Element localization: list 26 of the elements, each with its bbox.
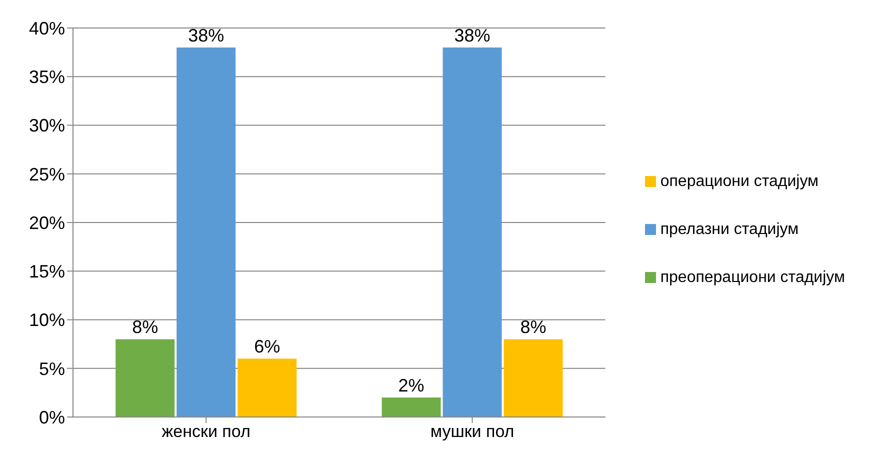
y-tick-label: 20% — [28, 212, 65, 233]
bar — [382, 398, 441, 417]
data-label: 8% — [520, 317, 546, 338]
bar — [116, 339, 175, 417]
y-tick-label: 10% — [28, 310, 65, 330]
y-tick-label: 40% — [28, 18, 65, 38]
x-tick-label: женски пол — [162, 422, 250, 442]
y-tick-label: 15% — [28, 262, 65, 282]
x-tick-label: мушки пол — [430, 422, 514, 442]
bar — [176, 47, 236, 417]
y-tick-label: 0% — [38, 407, 65, 428]
y-tick-label: 5% — [38, 358, 65, 379]
data-label: 38% — [454, 25, 490, 46]
bar — [238, 358, 297, 417]
legend-label: преоперациони стадијум — [660, 269, 845, 286]
data-label: 38% — [188, 25, 224, 46]
legend-label: операциони стадијум — [660, 173, 819, 190]
data-label: 2% — [398, 376, 424, 396]
bar — [442, 47, 502, 417]
data-label: 6% — [254, 336, 280, 357]
y-tick-label: 30% — [28, 116, 65, 136]
y-tick-label: 35% — [28, 67, 65, 88]
legend-label: прелазни стадијум — [660, 221, 799, 238]
data-label: 8% — [132, 317, 158, 338]
y-tick-label: 25% — [28, 164, 65, 184]
bar — [504, 339, 563, 417]
